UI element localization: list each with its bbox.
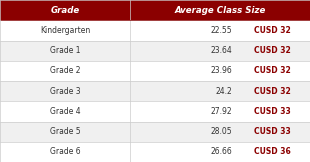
Text: 27.92: 27.92 xyxy=(211,107,232,116)
Bar xyxy=(0,40,310,61)
Text: 23.64: 23.64 xyxy=(211,46,232,55)
Bar xyxy=(0,142,310,162)
Bar xyxy=(0,0,310,20)
Text: 23.96: 23.96 xyxy=(211,66,232,75)
Bar xyxy=(0,81,310,101)
Text: Grade: Grade xyxy=(51,6,80,15)
Text: Grade 1: Grade 1 xyxy=(50,46,80,55)
Text: 22.55: 22.55 xyxy=(211,26,232,35)
Text: 28.05: 28.05 xyxy=(211,127,232,136)
Text: Grade 4: Grade 4 xyxy=(50,107,80,116)
Text: CUSD 32: CUSD 32 xyxy=(255,46,291,55)
Bar xyxy=(0,61,310,81)
Bar xyxy=(0,101,310,122)
Text: CUSD 33: CUSD 33 xyxy=(255,127,291,136)
Text: Average Class Size: Average Class Size xyxy=(175,6,266,15)
Text: Grade 2: Grade 2 xyxy=(50,66,80,75)
Text: CUSD 36: CUSD 36 xyxy=(255,147,291,156)
Text: Grade 5: Grade 5 xyxy=(50,127,80,136)
Text: CUSD 32: CUSD 32 xyxy=(255,66,291,75)
Text: Grade 6: Grade 6 xyxy=(50,147,80,156)
Bar xyxy=(0,20,310,40)
Text: 26.66: 26.66 xyxy=(211,147,232,156)
Bar xyxy=(0,122,310,142)
Text: Kindergarten: Kindergarten xyxy=(40,26,90,35)
Text: 24.2: 24.2 xyxy=(216,87,232,96)
Text: CUSD 32: CUSD 32 xyxy=(255,26,291,35)
Text: CUSD 32: CUSD 32 xyxy=(255,87,291,96)
Text: CUSD 33: CUSD 33 xyxy=(255,107,291,116)
Text: Grade 3: Grade 3 xyxy=(50,87,80,96)
